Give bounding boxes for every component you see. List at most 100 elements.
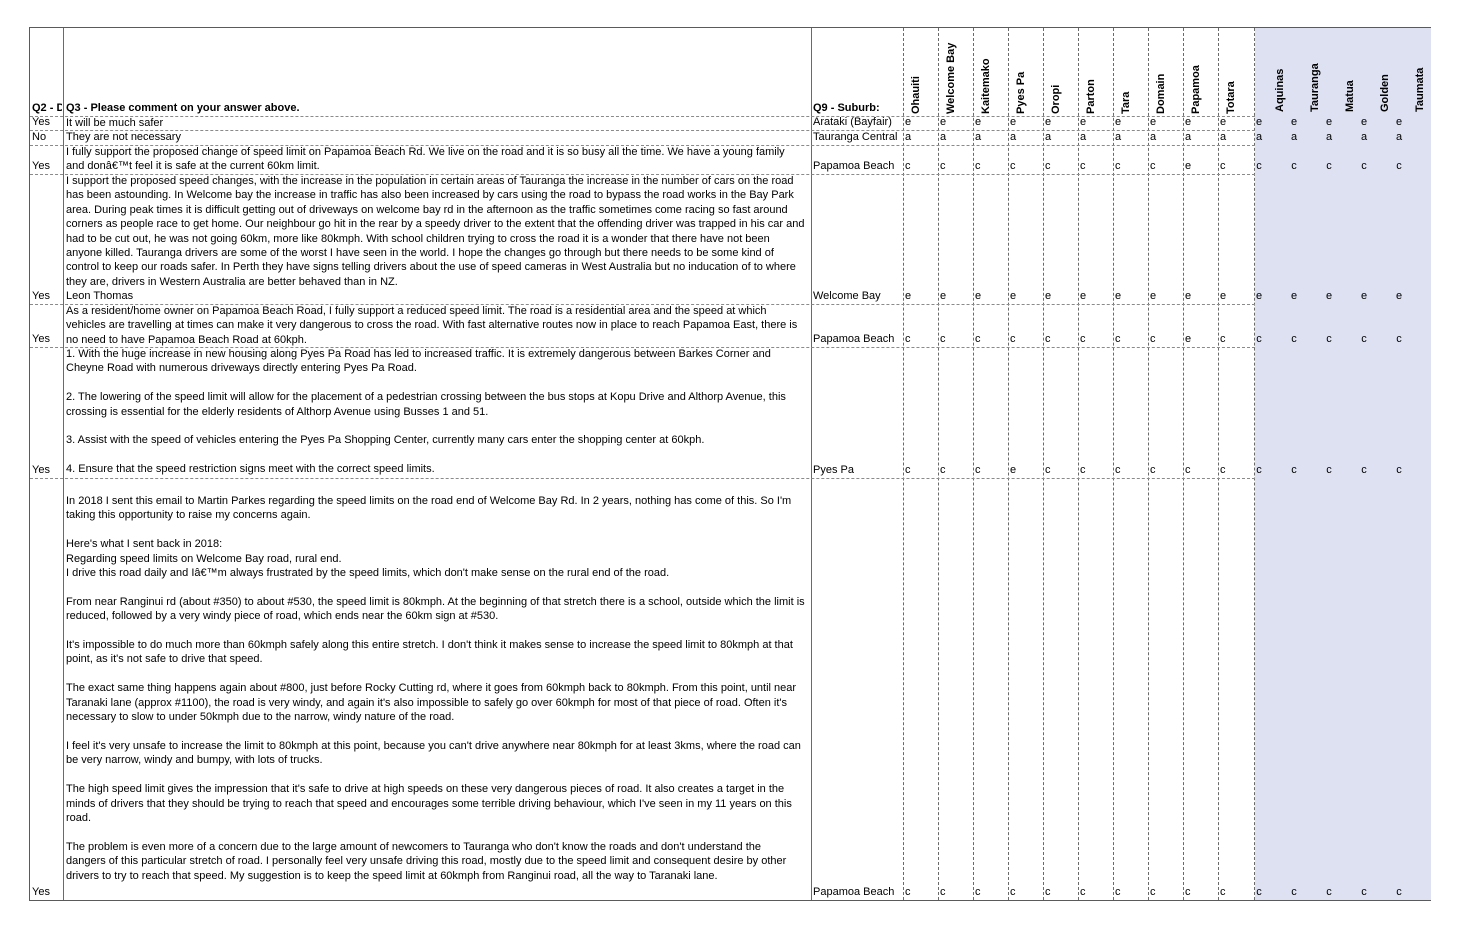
shaded-value-cell: c [1396,160,1402,172]
area-value-cell: e [905,116,912,128]
answer-cell: Yes [32,464,50,476]
answer-cell: Yes [32,116,50,128]
suburb-cell: Papamoa Beach [813,886,895,898]
area-value-cell: e [1185,333,1192,345]
area-value-cell: c [1115,333,1121,345]
area-value-cell: c [905,464,911,476]
suburb-cell: Pyes Pa [813,464,854,476]
area-value-cell: a [1010,131,1017,143]
area-value-cell: c [1045,160,1051,172]
area-header: Kaitemako [980,58,992,114]
col-line-6 [1113,28,1114,900]
shaded-value-cell: a [1325,131,1333,143]
shaded-value-cell: c [1361,464,1367,476]
shaded-value-cell: e [1255,116,1263,128]
area-value-cell: c [1150,886,1156,898]
col-line-7 [1148,28,1149,900]
area-header: Totara [1225,81,1237,114]
answer-cell: Yes [32,160,50,172]
shaded-value-cell: e [1360,290,1368,302]
col-line-1 [938,28,939,900]
suburb-cell: Papamoa Beach [813,160,895,172]
area-value-cell: a [1080,131,1087,143]
shaded-value-cell: e [1360,116,1368,128]
shaded-value-cell: e [1290,116,1298,128]
area-value-cell: c [975,886,981,898]
header-q2: Q2 - D [32,102,62,114]
suburb-cell: Arataki (Bayfair) [813,116,892,128]
area-value-cell: e [1115,116,1122,128]
area-value-cell: c [1045,886,1051,898]
shaded-area-header: Matua [1344,80,1356,112]
area-value-cell: e [1045,290,1052,302]
shaded-area-header: Aquinas [1274,68,1286,112]
area-value-cell: c [1010,333,1016,345]
row-line-0 [30,116,1255,117]
area-value-cell: e [1185,160,1192,172]
header-q3: Q3 - Please comment on your answer above… [66,102,300,114]
area-value-cell: a [975,131,982,143]
area-value-cell: c [1185,886,1191,898]
area-value-cell: e [1010,464,1017,476]
area-value-cell: e [1220,116,1227,128]
area-value-cell: e [940,116,947,128]
area-value-cell: c [905,333,911,345]
area-value-cell: c [1220,333,1226,345]
col-line-9 [1218,28,1219,900]
area-value-cell: c [1080,333,1086,345]
comment-cell: It will be much safer [66,117,164,129]
row-line-1 [30,130,1255,131]
area-header: Pyes Pa [1015,71,1027,114]
area-value-cell: e [1150,290,1157,302]
area-value-cell: c [1150,160,1156,172]
shaded-value-cell: c [1396,886,1402,898]
answer-cell: Yes [32,333,50,345]
shaded-value-cell: e [1395,116,1403,128]
area-header: Parton [1085,79,1097,114]
shaded-value-cell: c [1291,886,1297,898]
area-value-cell: c [940,333,946,345]
comment-cell: I fully support the proposed change of s… [66,146,785,173]
area-value-cell: c [975,160,981,172]
area-value-cell: c [1010,160,1016,172]
shaded-value-cell: e [1325,290,1333,302]
area-value-cell: a [1185,131,1192,143]
col-line-8 [1183,28,1184,900]
area-value-cell: a [1220,131,1227,143]
comment-cell: In 2018 I sent this email to Martin Park… [66,495,805,882]
area-value-cell: c [1220,886,1226,898]
area-value-cell: e [975,116,982,128]
area-value-cell: e [1010,290,1017,302]
shaded-value-cell: c [1326,464,1332,476]
spreadsheet: Q2 - D Q3 - Please comment on your answe… [29,27,1431,901]
shaded-area-header: Taumata [1414,67,1426,112]
area-value-cell: c [1080,160,1086,172]
area-value-cell: c [940,886,946,898]
area-value-cell: c [1045,464,1051,476]
area-value-cell: a [905,131,912,143]
area-value-cell: c [1080,464,1086,476]
area-header: Papamoa [1190,65,1202,114]
area-value-cell: a [1115,131,1122,143]
suburb-cell: Tauranga Central [813,131,898,143]
shaded-value-cell: e [1290,290,1298,302]
area-value-cell: c [1115,464,1121,476]
shaded-value-cell: c [1256,333,1262,345]
shaded-value-cell: c [1361,160,1367,172]
answer-cell: Yes [32,290,50,302]
shaded-value-cell: c [1291,160,1297,172]
col-line-2 [973,28,974,900]
area-value-cell: c [1115,886,1121,898]
area-value-cell: c [1115,160,1121,172]
shaded-value-cell: c [1326,886,1332,898]
row-line-5 [30,347,1255,348]
area-value-cell: e [1220,290,1227,302]
answer-cell: No [32,131,47,143]
col-line-0 [903,28,904,900]
area-value-cell: a [1045,131,1052,143]
area-value-cell: c [1010,886,1016,898]
area-value-cell: e [1115,290,1122,302]
area-header: Oropi [1050,84,1062,114]
shaded-value-cell: c [1256,464,1262,476]
area-value-cell: c [905,160,911,172]
